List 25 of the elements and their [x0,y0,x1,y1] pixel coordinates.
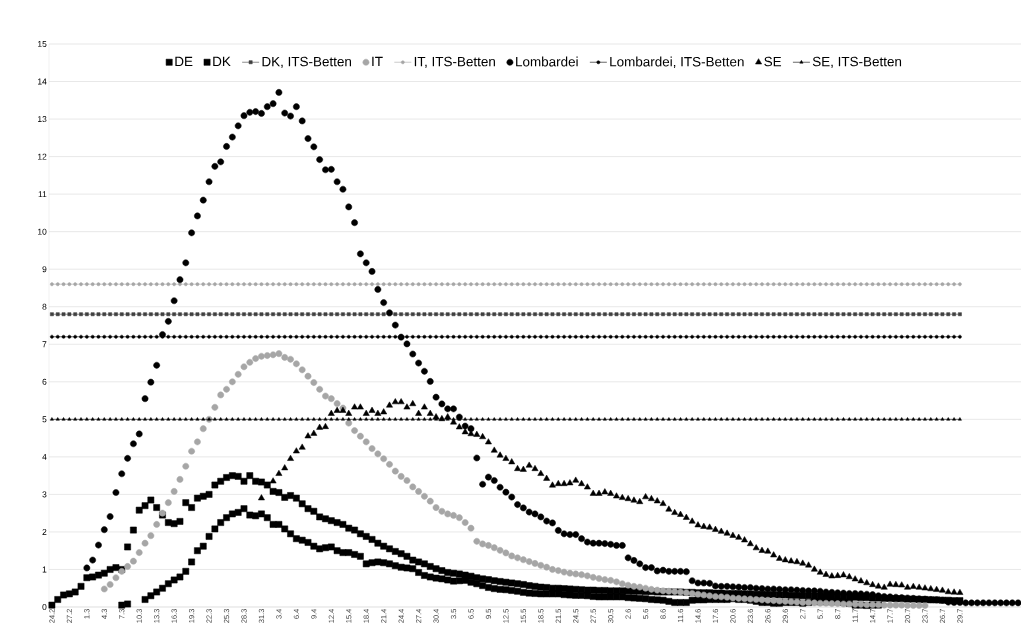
y-tick-label: 11 [38,191,47,198]
y-tick-label: 0 [42,604,47,610]
legend-label: IT, ITS-Betten [414,56,495,68]
y-tick-label: 2 [42,528,47,535]
y-tick-label: 9 [42,266,47,273]
legend-label: DK [213,56,231,67]
y-tick-label: 13 [38,116,47,123]
y-tick-label: 7 [42,341,47,348]
legend-label: DK, ITS-Betten [262,56,351,68]
y-tick-label: 8 [42,303,47,310]
y-tick-label: 1 [42,566,47,573]
y-tick-label: 5 [42,416,47,423]
y-tick-label: 6 [42,378,47,385]
legend-label: Lombardei, ITS-Betten [610,56,744,69]
y-tick-label: 14 [38,78,47,85]
legend-label: DE [175,56,193,67]
y-tick-label: 4 [42,453,47,460]
y-tick-label: 12 [38,153,47,160]
y-tick-label: 15 [38,41,47,47]
y-tick-label: 10 [38,228,47,235]
legend-label: SE [764,56,782,67]
legend-label: SE, ITS-Betten [812,56,902,68]
legend-label: IT [372,56,383,67]
y-tick-label: 3 [42,491,47,498]
legend-label: Lombardei [516,56,578,67]
